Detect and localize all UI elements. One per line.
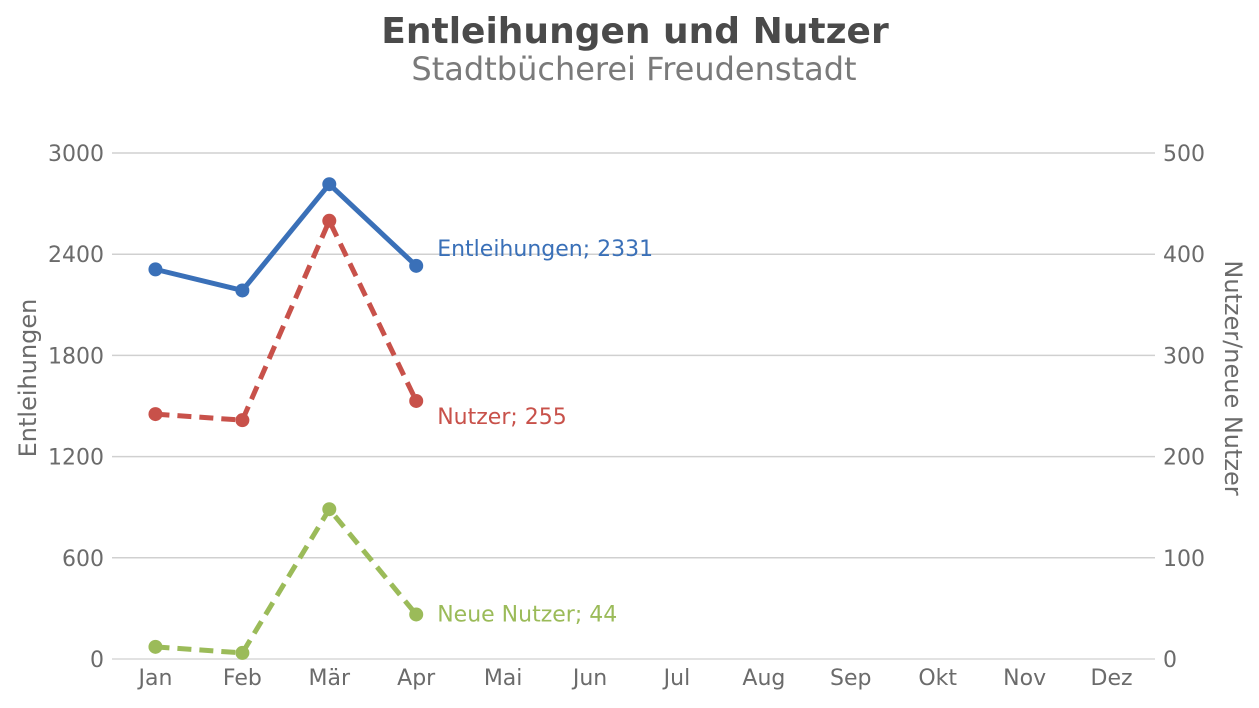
end-label-entleihungen: Entleihungen; 2331 (437, 237, 653, 262)
x-tick-label: Jan (136, 666, 172, 691)
y-tick-label-left: 3000 (48, 142, 104, 167)
x-tick-label: Mai (484, 666, 523, 691)
data-point-neue_nutzer (148, 639, 163, 654)
y-tick-label-left: 1200 (48, 446, 104, 471)
y-tick-label-left: 2400 (48, 243, 104, 268)
x-tick-label: Apr (397, 666, 436, 691)
chart-subtitle: Stadtbücherei Freudenstadt (411, 50, 856, 88)
data-point-neue_nutzer (322, 502, 337, 517)
axes: 0 600 1200 1800 2400 3000 0 100 200 300 400 500 Jan F… (48, 142, 1205, 691)
x-tick-label: Feb (223, 666, 262, 691)
data-point-nutzer (148, 407, 163, 422)
series-line-neue_nutzer (155, 506, 419, 656)
y-tick-label-right: 100 (1163, 547, 1205, 572)
x-tick-label: Jul (662, 666, 691, 691)
data-point-neue_nutzer (235, 645, 250, 660)
chart-title: Entleihungen und Nutzer (381, 11, 889, 52)
data-point-nutzer (322, 213, 337, 228)
x-tick-label: Nov (1003, 666, 1046, 691)
x-tick-label: Sep (830, 666, 871, 691)
y-axis-right-label: Nutzer/neue Nutzer (1219, 260, 1247, 495)
y-tick-label-right: 0 (1163, 648, 1177, 673)
end-label-neue_nutzer: Neue Nutzer; 44 (437, 602, 617, 627)
y-tick-label-right: 400 (1163, 243, 1205, 268)
y-tick-label-left: 600 (62, 547, 104, 572)
x-tick-label: Jun (571, 666, 607, 691)
data-point-nutzer (409, 393, 424, 408)
y-tick-label-right: 200 (1163, 446, 1205, 471)
x-tick-label: Aug (742, 666, 785, 691)
series-line-entleihungen (154, 181, 418, 293)
data-point-entleihungen (409, 258, 424, 273)
y-tick-label-left: 0 (90, 648, 104, 673)
data-point-nutzer (235, 413, 250, 428)
y-tick-label-right: 300 (1163, 344, 1205, 369)
end-label-nutzer: Nutzer; 255 (437, 405, 567, 430)
series-line-nutzer (155, 218, 419, 423)
gridlines (112, 152, 1155, 660)
data-point-entleihungen (235, 283, 250, 298)
data-point-entleihungen (148, 262, 163, 277)
y-tick-label-left: 1800 (48, 344, 104, 369)
x-tick-label: Dez (1091, 666, 1133, 691)
data-point-entleihungen (322, 177, 337, 192)
y-axis-left-label: Entleihungen (14, 299, 42, 458)
y-tick-label-right: 500 (1163, 142, 1205, 167)
series-layer: Entleihungen; 2331 Nutzer; 255 Neue Nutzer… (148, 177, 653, 660)
data-point-neue_nutzer (409, 607, 424, 622)
x-tick-label: Okt (918, 666, 957, 691)
x-tick-label: Mär (309, 666, 351, 691)
